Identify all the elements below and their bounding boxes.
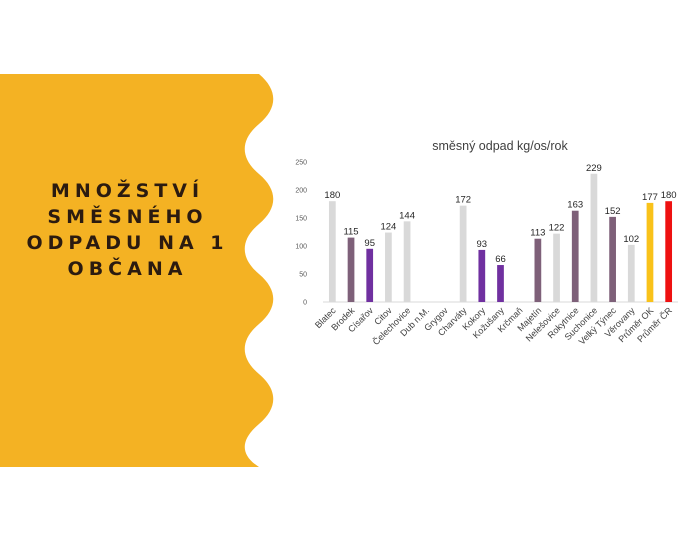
bar	[665, 201, 673, 302]
data-label: 102	[623, 234, 639, 245]
data-label: 93	[477, 239, 488, 250]
bar	[553, 233, 560, 302]
bar	[366, 248, 374, 302]
y-tick-label: 0	[303, 300, 307, 307]
bar	[347, 237, 355, 302]
bar	[646, 202, 654, 302]
data-label: 95	[364, 238, 375, 249]
bar	[590, 173, 598, 302]
y-tick-label: 250	[295, 160, 307, 167]
y-tick-label: 200	[295, 188, 307, 195]
bar	[497, 265, 504, 302]
bar	[609, 216, 616, 302]
bar	[534, 238, 542, 302]
data-label: 229	[586, 163, 602, 174]
data-label: 144	[399, 210, 415, 221]
y-tick-label: 100	[295, 244, 307, 251]
data-label: 177	[642, 192, 658, 203]
title-panel	[0, 74, 274, 467]
bar	[403, 221, 411, 302]
data-label: 180	[661, 190, 677, 201]
y-tick-label: 150	[295, 216, 307, 223]
data-label: 122	[549, 223, 565, 234]
bar	[328, 201, 336, 302]
data-label: 180	[324, 190, 340, 201]
slide-title-line: SMĚSNÉHO	[47, 206, 208, 228]
slide-title: MNOŽSTVÍ SMĚSNÉHO ODPADU NA 1 OBČANA	[20, 178, 235, 282]
data-label: 113	[530, 228, 545, 239]
bar	[627, 244, 635, 302]
bar	[459, 205, 467, 302]
data-label: 163	[567, 200, 583, 211]
waste-bar-chart: směsný odpad kg/os/rok 0 50 100 150 200 250 1…	[295, 139, 678, 347]
data-label: 152	[605, 206, 621, 217]
bar	[571, 210, 579, 302]
slide-title-line: OBČANA	[67, 258, 188, 280]
data-label: 172	[455, 195, 471, 206]
chart-title: směsný odpad kg/os/rok	[432, 139, 568, 153]
data-label: 115	[343, 227, 358, 238]
data-label: 66	[495, 254, 506, 265]
y-tick-label: 50	[299, 272, 307, 279]
data-label: 124	[380, 222, 396, 233]
slide-title-line: MNOŽSTVÍ	[50, 180, 205, 202]
slide-title-line: ODPADU NA 1	[26, 232, 229, 254]
bar	[478, 249, 486, 302]
bar	[385, 232, 392, 302]
